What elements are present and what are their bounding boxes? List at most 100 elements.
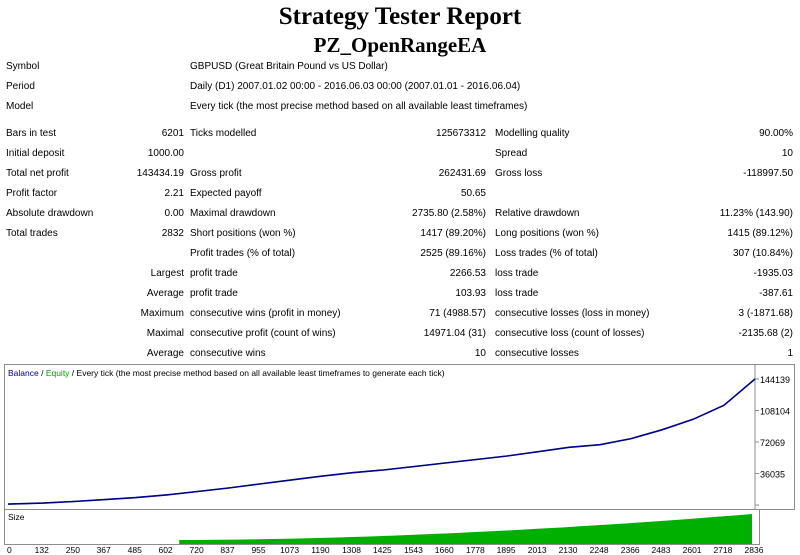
stat-label: Total trades (6, 228, 58, 239)
stat-value: 1417 (89.20%) (420, 228, 486, 239)
info-value: Every tick (the most precise method base… (190, 101, 528, 112)
stat-label: consecutive wins (190, 348, 266, 359)
stat-label: Profit factor (6, 188, 58, 199)
stat-value: 2832 (161, 228, 184, 239)
stat-label: Absolute drawdown (6, 208, 94, 219)
y-tick-label: 36035 (760, 469, 785, 479)
stat-value: 1415 (89.12%) (727, 228, 793, 239)
stat-value: 1000.00 (147, 148, 184, 159)
stat-value: 90.00% (759, 128, 793, 139)
stat-value: 14971.04 (31) (423, 328, 486, 339)
legend-separator: / (39, 368, 46, 378)
balance-line (7, 378, 756, 505)
stat-label: profit trade (190, 288, 238, 299)
stat-label: Ticks modelled (190, 128, 257, 139)
x-tick-label: 1778 (466, 545, 485, 555)
stat-value: 2266.53 (449, 268, 486, 279)
x-tick-label: 1308 (342, 545, 361, 555)
stat-label: Maximal drawdown (190, 208, 276, 219)
chart-legend: Balance / Equity / Every tick (the most … (8, 368, 445, 378)
size-chart: Size (4, 509, 760, 545)
stat-label: Profit trades (% of total) (190, 248, 296, 259)
x-tick-label: 2366 (621, 545, 640, 555)
stat-value: Maximal (146, 328, 184, 339)
legend-note: Every tick (the most precise method base… (77, 368, 445, 378)
stat-value: 2735.80 (2.58%) (412, 208, 486, 219)
x-tick-label: 2601 (683, 545, 702, 555)
stat-value: 3 (-1871.68) (738, 308, 793, 319)
x-axis: 0 132 250 367 485 602 720 837 955 1073 1190 1308 142… (7, 545, 764, 555)
stat-value: 307 (10.84%) (732, 248, 793, 259)
x-tick-label: 485 (128, 545, 142, 555)
stat-value: 1 (787, 348, 793, 359)
info-label: Symbol (6, 61, 40, 72)
stat-value: 125673312 (435, 128, 486, 139)
stat-label: consecutive wins (profit in money) (190, 308, 341, 319)
x-tick-label: 0 (7, 545, 12, 555)
stat-label: Relative drawdown (495, 208, 580, 219)
stat-value: 10 (781, 148, 793, 159)
size-label: Size (8, 512, 25, 522)
stat-label: Total net profit (6, 168, 69, 179)
stat-value: 2.21 (164, 188, 184, 199)
stat-label: Short positions (won %) (190, 228, 296, 239)
x-tick-label: 720 (190, 545, 204, 555)
stat-value: 11.23% (143.90) (719, 208, 793, 219)
stat-value: -1935.03 (753, 268, 793, 279)
stat-value: Maximum (140, 308, 184, 319)
stat-value: Average (146, 348, 184, 359)
stat-value: 6201 (161, 128, 184, 139)
x-tick-label: 955 (251, 545, 265, 555)
x-tick-label: 2248 (590, 545, 609, 555)
x-tick-label: 602 (158, 545, 172, 555)
size-area (179, 514, 752, 544)
y-tick-label: 72069 (760, 438, 785, 448)
stat-label: Spread (495, 148, 528, 159)
x-tick-label: 1895 (497, 545, 516, 555)
balance-chart-svg: Balance / Equity / Every tick (the most … (7, 365, 790, 509)
info-label: Model (6, 101, 34, 112)
y-tick-label: 108104 (760, 407, 790, 417)
x-tick-label: 1660 (435, 545, 454, 555)
stat-label: Bars in test (6, 128, 57, 139)
stat-value: 262431.69 (438, 168, 486, 179)
stat-label: Gross profit (190, 168, 242, 179)
x-tick-label: 2013 (528, 545, 547, 555)
x-tick-label: 2130 (559, 545, 578, 555)
x-tick-label: 2718 (713, 545, 732, 555)
legend-balance: Balance (8, 368, 39, 378)
stat-value: Average (146, 288, 184, 299)
stat-label: loss trade (495, 268, 539, 279)
stat-value: -387.61 (759, 288, 793, 299)
info-value: Daily (D1) 2007.01.02 00:00 - 2016.06.03… (190, 81, 521, 92)
legend-equity: Equity (46, 368, 70, 378)
y-tick-label: 144139 (760, 375, 790, 385)
balance-chart: Balance / Equity / Every tick (the most … (4, 364, 795, 510)
stat-value: 143434.19 (136, 168, 184, 179)
stat-value: 2525 (89.16%) (420, 248, 486, 259)
stat-label: Initial deposit (6, 148, 65, 159)
stat-label: consecutive loss (count of losses) (495, 328, 645, 339)
info-label: Period (6, 81, 35, 92)
stat-label: Loss trades (% of total) (495, 248, 598, 259)
stat-value: -118997.50 (743, 168, 793, 179)
report-subtitle: PZ_OpenRangeEA (313, 33, 487, 57)
stat-label: consecutive profit (count of wins) (190, 328, 336, 339)
stat-label: loss trade (495, 288, 539, 299)
stat-value: 103.93 (455, 288, 486, 299)
report-title: Strategy Tester Report (278, 3, 522, 30)
stat-value: 0.00 (164, 208, 184, 219)
x-tick-label: 1425 (373, 545, 392, 555)
stat-label: consecutive losses (loss in money) (495, 308, 650, 319)
stat-label: Gross loss (495, 168, 543, 179)
stat-value: 10 (474, 348, 486, 359)
stat-label: consecutive losses (495, 348, 579, 359)
x-tick-label: 2483 (652, 545, 671, 555)
stat-label: profit trade (190, 268, 238, 279)
equity-line (7, 378, 756, 505)
stat-value: 50.65 (460, 188, 486, 199)
x-tick-label: 1190 (311, 545, 330, 555)
x-tick-label: 837 (220, 545, 234, 555)
stat-value: Largest (150, 268, 184, 279)
x-tick-label: 1543 (404, 545, 423, 555)
